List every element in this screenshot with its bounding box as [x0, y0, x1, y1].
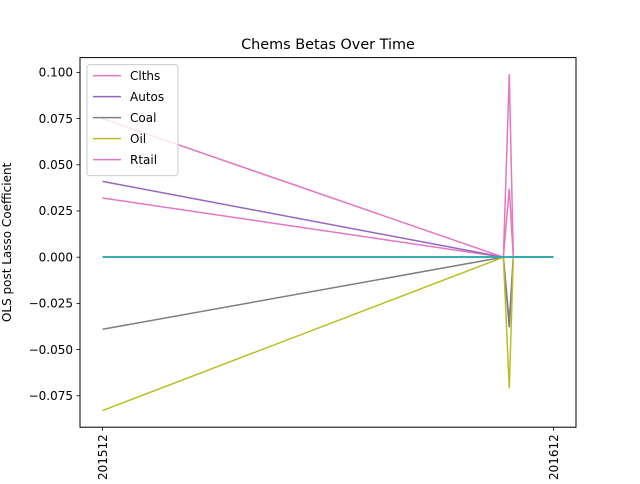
y-tick-label: −0.050 [29, 343, 73, 357]
legend-label-rtail: Rtail [130, 153, 157, 167]
legend-box [86, 64, 179, 177]
y-axis-label: OLS post Lasso Coefficient [0, 162, 14, 322]
chart-title: Chems Betas Over Time [241, 37, 415, 53]
y-tick-label: −0.025 [29, 297, 73, 311]
x-tick-label: 201512 [96, 434, 110, 480]
series-layer [102, 74, 554, 412]
legend-label-coal: Coal [130, 111, 156, 125]
legend-label-autos: Autos [130, 90, 164, 104]
plot-frame [79, 57, 577, 428]
y-tick-label: −0.075 [29, 389, 73, 403]
legend-label-oil: Oil [130, 132, 146, 146]
legend-label-clths: Clths [130, 69, 160, 83]
y-tick-label: 0.075 [39, 112, 73, 126]
ticks-layer: 0.100 0.075 0.050 0.025 0.000 −0.025 −0.050 −0.… [29, 66, 561, 480]
y-tick-label: 0.025 [39, 204, 73, 218]
legend: Clths Autos Coal Oil Rtail [86, 64, 179, 177]
x-tick-label: 201612 [547, 434, 561, 480]
y-tick-label: 0.050 [39, 158, 73, 172]
y-tick-label: 0.100 [39, 66, 73, 80]
y-tick-label: 0.000 [39, 250, 73, 264]
